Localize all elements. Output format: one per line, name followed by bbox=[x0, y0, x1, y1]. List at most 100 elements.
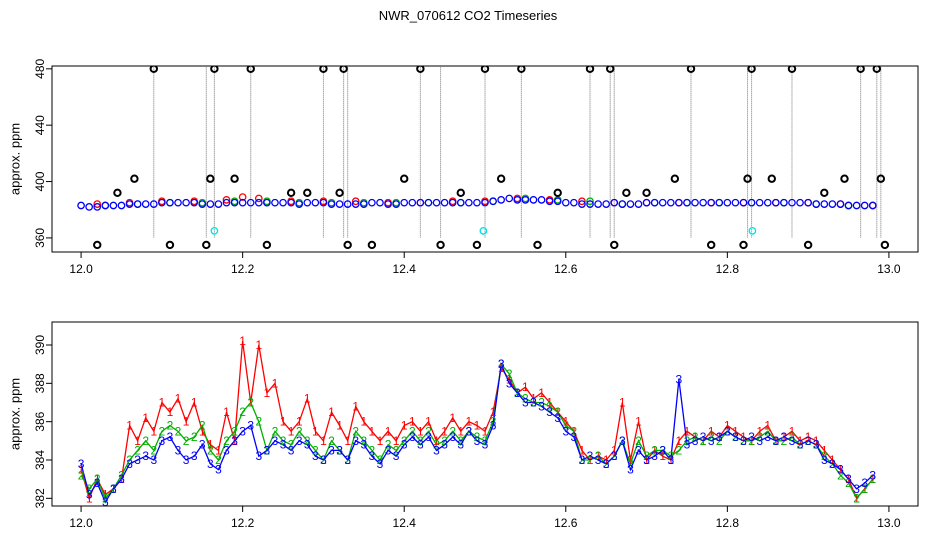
data-point-label: 3 bbox=[433, 443, 440, 457]
data-point-label: 1 bbox=[781, 430, 788, 444]
data-point-label: 1 bbox=[546, 396, 553, 410]
data-point bbox=[820, 200, 829, 208]
data-point-label: 1 bbox=[732, 424, 739, 438]
data-point-label: 3 bbox=[385, 443, 392, 457]
data-point-label: 1 bbox=[441, 424, 448, 438]
plot-area bbox=[77, 66, 890, 250]
data-point bbox=[852, 201, 861, 210]
data-point-label: 3 bbox=[474, 434, 481, 448]
x-tick-label: 12.6 bbox=[554, 262, 578, 276]
data-point-label: 3 bbox=[344, 453, 351, 467]
data-point-label: 2 bbox=[377, 453, 384, 467]
y-tick-label: 390 bbox=[33, 335, 47, 355]
data-point-label: 3 bbox=[110, 482, 117, 496]
data-point-label: 2 bbox=[676, 443, 683, 457]
data-point-label: 2 bbox=[191, 430, 198, 444]
data-point bbox=[840, 174, 849, 183]
data-point-label: 2 bbox=[837, 468, 844, 482]
data-point-label: 1 bbox=[829, 453, 836, 467]
data-point-label: 1 bbox=[360, 415, 367, 429]
data-point bbox=[691, 198, 699, 207]
data-point-label: 2 bbox=[498, 357, 505, 371]
data-point bbox=[803, 240, 813, 250]
data-point-label: 3 bbox=[716, 430, 723, 444]
data-point-label: 2 bbox=[724, 424, 731, 438]
data-point-label: 3 bbox=[740, 434, 747, 448]
data-point-label: 2 bbox=[522, 392, 529, 406]
x-tick-label: 12.8 bbox=[716, 262, 740, 276]
chart-title: NWR_070612 CO2 Timeseries bbox=[378, 8, 558, 23]
data-point bbox=[731, 198, 740, 207]
data-point bbox=[529, 196, 538, 204]
data-point-label: 2 bbox=[708, 430, 715, 444]
data-point-label: 1 bbox=[191, 396, 198, 410]
data-point-label: 2 bbox=[506, 367, 513, 381]
data-point-label: 3 bbox=[829, 457, 836, 471]
data-point-label: 1 bbox=[344, 434, 351, 448]
data-point-label: 3 bbox=[845, 472, 852, 486]
data-point-label: 1 bbox=[425, 415, 432, 429]
data-point bbox=[570, 198, 578, 207]
data-point bbox=[860, 201, 869, 210]
data-point-label: 1 bbox=[280, 415, 287, 429]
data-point-label: 2 bbox=[320, 453, 327, 467]
data-point bbox=[400, 174, 409, 183]
data-point-label: 3 bbox=[102, 495, 109, 509]
data-point-label: 3 bbox=[441, 438, 448, 452]
data-point bbox=[130, 174, 139, 183]
data-point bbox=[311, 198, 320, 207]
data-point-label: 2 bbox=[772, 434, 779, 448]
x-tick-label: 12.2 bbox=[231, 516, 255, 530]
y-tick-label: 384 bbox=[33, 450, 47, 470]
data-point bbox=[743, 174, 752, 183]
data-point bbox=[190, 198, 199, 207]
data-point-label: 1 bbox=[247, 396, 254, 410]
data-point-label: 3 bbox=[651, 449, 658, 463]
data-point bbox=[747, 66, 756, 74]
data-point bbox=[279, 198, 287, 207]
data-point-label: 3 bbox=[522, 396, 529, 410]
data-point-label: 2 bbox=[280, 434, 287, 448]
data-point bbox=[436, 240, 445, 250]
data-point bbox=[295, 200, 304, 208]
data-point-label: 2 bbox=[336, 443, 343, 457]
data-point bbox=[319, 198, 328, 207]
data-point bbox=[650, 198, 659, 207]
data-point bbox=[335, 188, 344, 198]
data-point bbox=[755, 198, 764, 207]
data-point-label: 3 bbox=[118, 472, 125, 486]
data-point bbox=[763, 198, 772, 207]
data-point bbox=[408, 198, 417, 207]
data-point bbox=[210, 227, 219, 235]
data-point-label: 3 bbox=[619, 434, 626, 448]
data-point bbox=[586, 200, 594, 208]
data-point-label: 2 bbox=[175, 424, 182, 438]
data-point-label: 2 bbox=[813, 438, 820, 452]
data-point-label: 1 bbox=[102, 488, 109, 502]
x-tick-label: 12.2 bbox=[231, 262, 255, 276]
data-point-label: 3 bbox=[627, 463, 634, 477]
data-point-label: 3 bbox=[595, 453, 602, 467]
data-point-label: 1 bbox=[336, 419, 343, 433]
data-point-label: 3 bbox=[700, 430, 707, 444]
data-point-label: 1 bbox=[215, 443, 222, 457]
y-tick-label: 382 bbox=[33, 488, 47, 508]
data-point-label: 1 bbox=[684, 424, 691, 438]
data-point bbox=[481, 198, 489, 207]
data-point-label: 1 bbox=[635, 415, 642, 429]
data-point-label: 1 bbox=[304, 392, 311, 406]
data-point-label: 2 bbox=[110, 482, 117, 496]
data-point bbox=[287, 198, 295, 207]
data-point bbox=[271, 198, 279, 207]
data-point-label: 2 bbox=[409, 424, 416, 438]
data-point-label: 3 bbox=[167, 430, 174, 444]
data-point-label: 2 bbox=[385, 438, 392, 452]
data-point-label: 2 bbox=[94, 472, 101, 486]
data-point-label: 3 bbox=[482, 438, 489, 452]
data-point-label: 2 bbox=[264, 443, 271, 457]
data-point-label: 1 bbox=[514, 386, 521, 400]
data-point bbox=[856, 66, 865, 74]
data-point bbox=[788, 198, 796, 207]
data-point bbox=[594, 200, 602, 208]
